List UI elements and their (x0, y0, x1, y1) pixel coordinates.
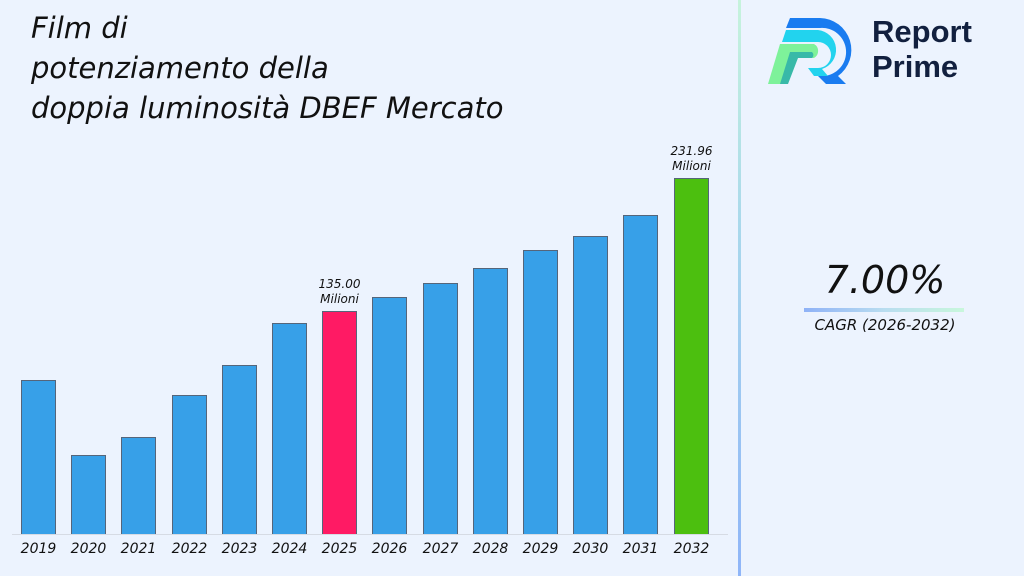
x-tick-label: 2024 (271, 541, 308, 557)
x-tick-label: 2023 (221, 541, 258, 557)
title-line-3: doppia luminosità DBEF Mercato (31, 91, 504, 125)
x-tick-label: 2025 (321, 541, 358, 557)
cagr-value: 7.00% (824, 258, 946, 302)
bar-2026 (372, 297, 407, 534)
bar-2029 (523, 250, 558, 534)
panel-divider (738, 0, 741, 576)
x-tick-label: 2029 (522, 541, 559, 557)
x-tick-label: 2027 (422, 541, 459, 557)
bar-2030 (573, 236, 608, 534)
x-tick-label: 2030 (572, 541, 609, 557)
bar-2025 (322, 311, 357, 534)
chart-title: Film di potenziamento della doppia lumin… (31, 8, 503, 128)
x-tick-label: 2020 (70, 541, 107, 557)
bar-2020 (71, 455, 106, 534)
x-tick-label: 2019 (20, 541, 57, 557)
x-tick-label: 2032 (673, 541, 710, 557)
cagr-underline (804, 308, 964, 312)
brand-name: Report Prime (872, 14, 972, 84)
bar-2019 (21, 380, 56, 534)
value-label-2032: 231.96 Milioni (670, 144, 713, 173)
bar-2021 (121, 437, 156, 534)
brand-line-2: Prime (872, 49, 959, 84)
value-label-2025: 135.00 Milioni (318, 277, 361, 306)
x-tick-label: 2022 (171, 541, 208, 557)
bar-2027 (423, 283, 458, 534)
cagr-label: CAGR (2026-2032) (814, 316, 956, 334)
bar-2032 (674, 178, 709, 534)
bar-2022 (172, 395, 207, 534)
x-tick-label: 2028 (472, 541, 509, 557)
bar-2031 (623, 215, 658, 534)
bar-2028 (473, 268, 508, 534)
bar-chart-plot: 2019 2020 2021 2022 2023 2024 2025 135.00 Milion… (12, 144, 728, 557)
brand-line-1: Report (872, 14, 972, 49)
x-tick-label: 2026 (371, 541, 408, 557)
bar-2024 (272, 323, 307, 534)
title-line-1: Film di (31, 11, 128, 45)
report-prime-logo-icon (768, 18, 852, 84)
x-tick-label: 2031 (622, 541, 659, 557)
x-tick-label: 2021 (120, 541, 157, 557)
x-axis-baseline (12, 534, 728, 535)
bar-2023 (222, 365, 257, 534)
title-line-2: potenziamento della (31, 51, 329, 85)
